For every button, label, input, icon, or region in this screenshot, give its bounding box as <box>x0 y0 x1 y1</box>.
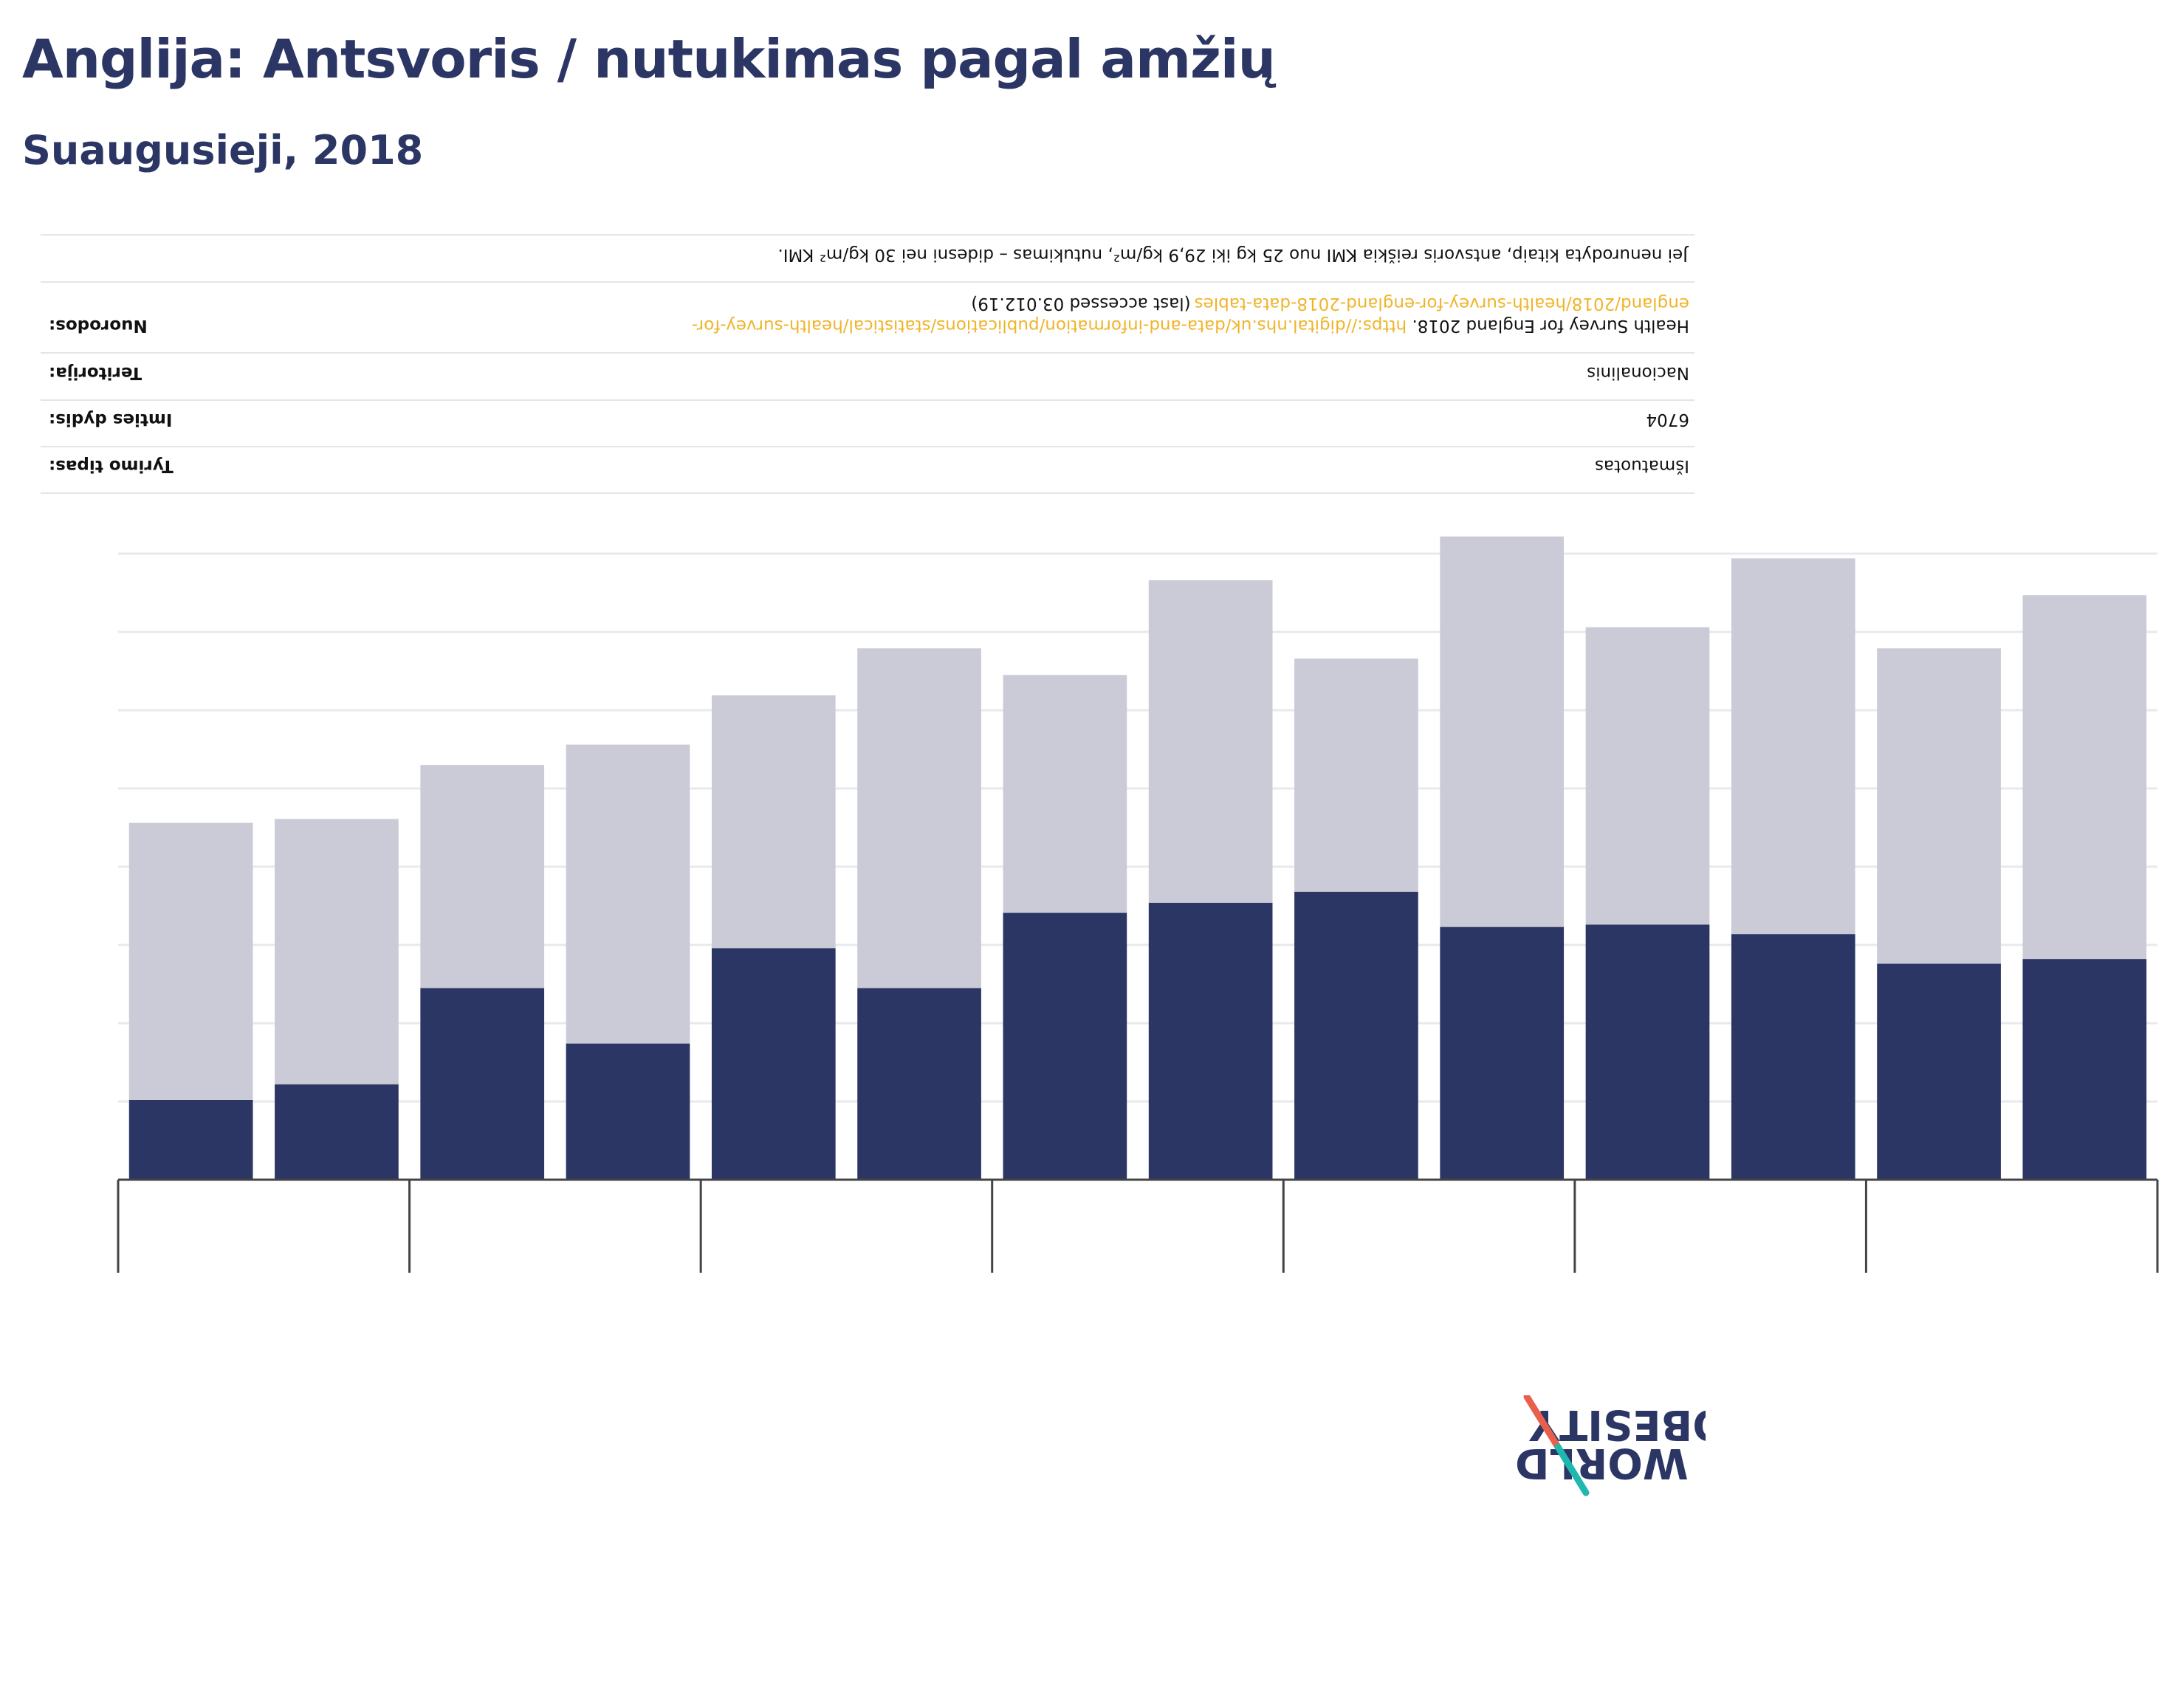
metadata-value-territory: Nacionalinis <box>1587 363 1689 382</box>
bar-obesity <box>128 1099 253 1180</box>
bar-overweight <box>275 819 399 1084</box>
bar-overweight <box>857 648 981 989</box>
bar-obesity <box>1731 934 1855 1180</box>
bar-overweight <box>1731 558 1855 935</box>
bar-obesity <box>1294 891 1418 1180</box>
bar-overweight <box>1440 536 1565 927</box>
bar-overweight <box>1294 659 1418 892</box>
metadata-value-sample-size: 6704 <box>1646 410 1689 429</box>
chart-title: Anglija: Antsvoris / nutukimas pagal amž… <box>22 28 1276 90</box>
bar-overweight <box>1003 675 1127 913</box>
chart-subtitle: Suaugusieji, 2018 <box>22 127 424 173</box>
bar-obesity <box>1585 924 1710 1180</box>
metadata-table: Jei nenurodyta kitaip, antsvoris reiškia… <box>41 234 1694 494</box>
metadata-dividers <box>41 234 1694 494</box>
metadata-references-suffix: (last accessed 03.012.19) <box>971 294 1190 313</box>
x-axis <box>117 1178 2159 1273</box>
bar-overweight <box>420 765 545 989</box>
bar-overweight <box>1148 580 1273 903</box>
bar-obesity <box>2022 959 2147 1180</box>
metadata-label-territory: Teritorija: <box>49 363 142 382</box>
metadata-background <box>41 235 1694 493</box>
bar-obesity <box>1003 912 1127 1180</box>
metadata-label-survey-type: Tyrimo tipas: <box>49 456 174 475</box>
metadata-references-line1: Health Survey for England 2018. https://… <box>692 316 1689 335</box>
bar-obesity <box>711 948 836 1180</box>
bar-overweight <box>2022 595 2147 960</box>
metadata-references-link-line2[interactable]: england/2018/health-survey-for-england-2… <box>1195 294 1689 313</box>
bar-obesity <box>1440 926 1565 1180</box>
obesity-world-logo: OBESITY WORLD <box>1515 1395 1706 1496</box>
logo-text-obesity: OBESITY <box>1528 1400 1706 1448</box>
bar-overweight <box>1585 627 1710 925</box>
bar-overweight <box>711 695 836 949</box>
logo-text-world: WORLD <box>1515 1439 1689 1487</box>
bar-obesity <box>1148 902 1273 1180</box>
metadata-references-line2: england/2018/health-survey-for-england-2… <box>971 294 1689 313</box>
metadata-label-sample-size: Imties dydis: <box>49 410 172 429</box>
metadata-references-link-line1[interactable]: https://digital.nhs.uk/data-and-informat… <box>692 316 1407 335</box>
metadata-note: Jei nenurodyta kitaip, antsvoris reiškia… <box>777 245 1689 264</box>
logo-slash-top <box>1523 1395 1562 1451</box>
bar-overweight <box>128 822 253 1100</box>
metadata-references-prefix: Health Survey for England 2018. <box>1407 316 1689 335</box>
bar-overweight <box>566 744 690 1044</box>
metadata-value-survey-type: Išmatuotas <box>1595 456 1689 475</box>
logo-slash-bottom <box>1554 1443 1590 1496</box>
bar-obesity <box>420 988 545 1180</box>
bar-obesity <box>275 1084 399 1180</box>
metadata-label-references: Nuorodos: <box>49 316 148 335</box>
bars <box>128 536 2147 1180</box>
bar-obesity <box>857 988 981 1180</box>
bar-overweight <box>1877 648 2001 964</box>
bar-obesity <box>566 1043 690 1180</box>
bar-obesity <box>1877 963 2001 1180</box>
